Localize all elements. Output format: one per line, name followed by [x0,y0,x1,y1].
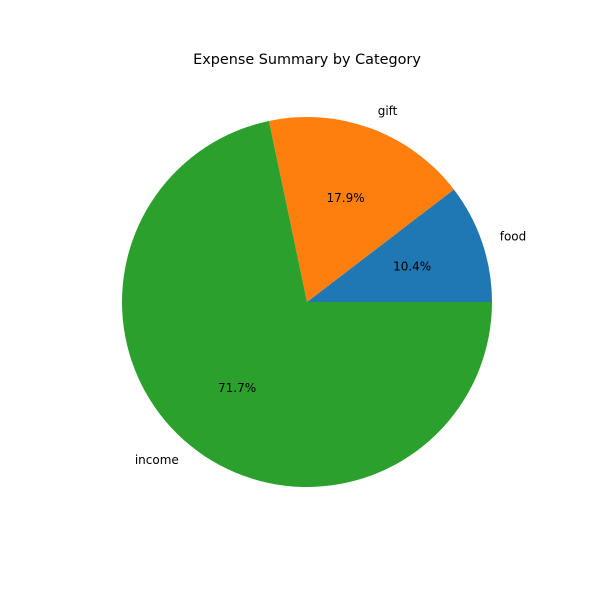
slice-label-gift: gift [378,104,398,118]
slice-label-food: food [500,230,527,244]
pie-slices [122,116,493,487]
pie-slice-income [122,120,493,487]
chart-title: Expense Summary by Category [193,52,421,68]
slice-label-income: income [135,453,179,467]
pie-slice-gift [268,116,454,303]
slice-percent-gift: 17.9% [327,191,365,205]
slice-percent-food: 10.4% [393,259,431,273]
pie-labels: food 10.4% gift 17.9% income 71.7% [135,104,526,467]
slice-percent-income: 71.7% [218,381,256,395]
pie-slice-food [307,189,492,302]
